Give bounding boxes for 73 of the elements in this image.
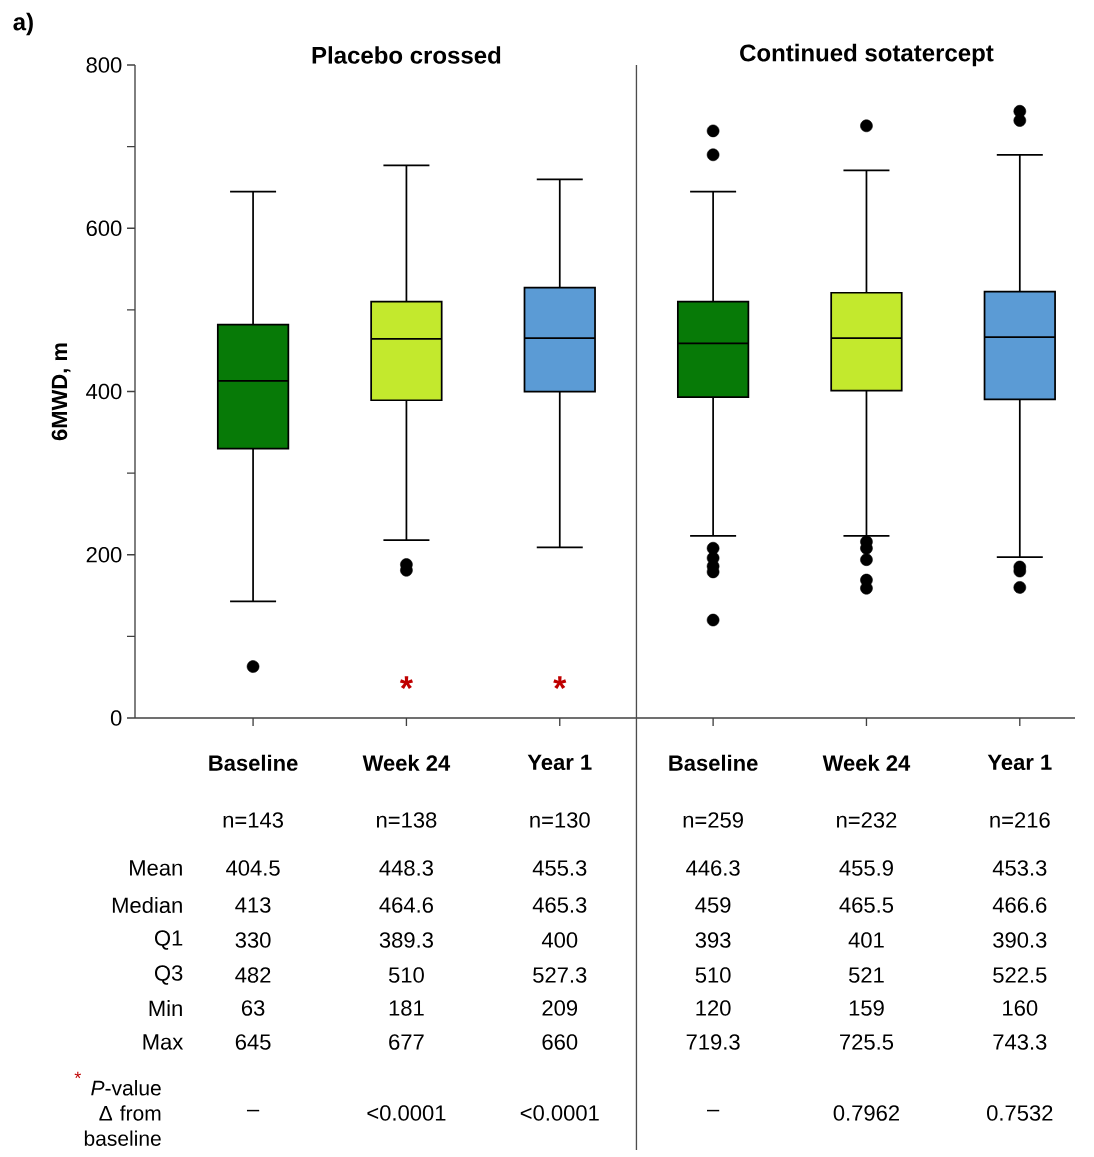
- text: 389.3: [379, 932, 433, 948]
- text: 743.3: [993, 1034, 1047, 1050]
- text: Median: [112, 896, 182, 914]
- text: 400: [541, 932, 578, 948]
- y-tick-label: 0: [110, 710, 122, 726]
- text: 677: [389, 1034, 424, 1050]
- text: 404.5: [226, 860, 280, 876]
- text: 527.3: [533, 967, 587, 983]
- text: 660: [542, 1034, 578, 1050]
- y-axis-title: 6MWD, m: [51, 343, 71, 441]
- text: 0.7962: [833, 1105, 899, 1121]
- y-tick-label: 600: [86, 220, 122, 237]
- y-tick-label: 400: [86, 383, 122, 400]
- text: 459: [695, 897, 731, 913]
- text: 466.6: [992, 897, 1047, 913]
- text: 455.9: [839, 860, 893, 876]
- text: 159: [849, 1000, 884, 1016]
- text: 390.3: [993, 932, 1047, 948]
- text: 401: [848, 932, 884, 948]
- text: Q1: [154, 930, 183, 950]
- text: –: [706, 1109, 720, 1112]
- annotation: Continued sotatercept: [740, 43, 994, 67]
- text: Min: [149, 1000, 182, 1016]
- text: n=130: [530, 812, 590, 828]
- text: 446.3: [686, 860, 740, 876]
- text: 453.3: [992, 860, 1047, 876]
- x-tick-label: Baseline: [209, 754, 298, 771]
- text: 160: [1003, 1000, 1038, 1016]
- text: 455.3: [532, 860, 587, 876]
- text: 181: [389, 1000, 424, 1016]
- text: n=259: [683, 812, 743, 828]
- text: 645: [235, 1034, 271, 1050]
- text: 330: [235, 932, 271, 948]
- text: 521: [848, 967, 884, 983]
- text: 209: [542, 1000, 578, 1016]
- y-tick-label: 200: [86, 546, 122, 563]
- text: 448.3: [379, 860, 433, 876]
- text: 725.5: [840, 1034, 894, 1050]
- text: 63: [241, 1000, 265, 1016]
- annotation: *: [399, 676, 413, 689]
- text: 465.3: [532, 897, 587, 913]
- text: Placebo crossed: [312, 46, 501, 64]
- text: Max: [143, 1034, 184, 1050]
- text: P-value Δ from baseline: [84, 1080, 161, 1146]
- text: Q3: [154, 965, 183, 985]
- text: n=138: [376, 812, 437, 828]
- text: 393: [695, 932, 731, 948]
- text: 464.6: [379, 897, 433, 913]
- x-tick-label: Year 1: [527, 754, 592, 771]
- text: 482: [235, 967, 271, 983]
- x-tick-label: Week 24: [822, 754, 911, 771]
- text: 510: [388, 967, 424, 983]
- x-tick-label: Baseline: [669, 754, 758, 771]
- text: n=216: [990, 812, 1050, 828]
- text: 413: [235, 897, 271, 913]
- text: –: [246, 1109, 260, 1112]
- text: n=232: [837, 812, 897, 828]
- chart-title: a): [13, 12, 33, 36]
- text: 522.5: [993, 967, 1047, 983]
- text: 120: [696, 1000, 731, 1016]
- text: 465.5: [839, 897, 894, 913]
- text: <0.0001: [520, 1105, 599, 1121]
- annotation: *: [553, 676, 567, 689]
- x-tick-label: Week 24: [362, 754, 451, 771]
- text: <0.0001: [367, 1105, 446, 1121]
- x-tick-label: Year 1: [987, 754, 1052, 771]
- text: Mean: [130, 860, 182, 876]
- text: 510: [695, 967, 731, 983]
- text: n=143: [223, 812, 283, 828]
- text: *: [74, 1071, 82, 1079]
- text: 719.3: [686, 1034, 740, 1050]
- text: 0.7532: [987, 1105, 1053, 1121]
- y-tick-label: 800: [86, 57, 122, 73]
